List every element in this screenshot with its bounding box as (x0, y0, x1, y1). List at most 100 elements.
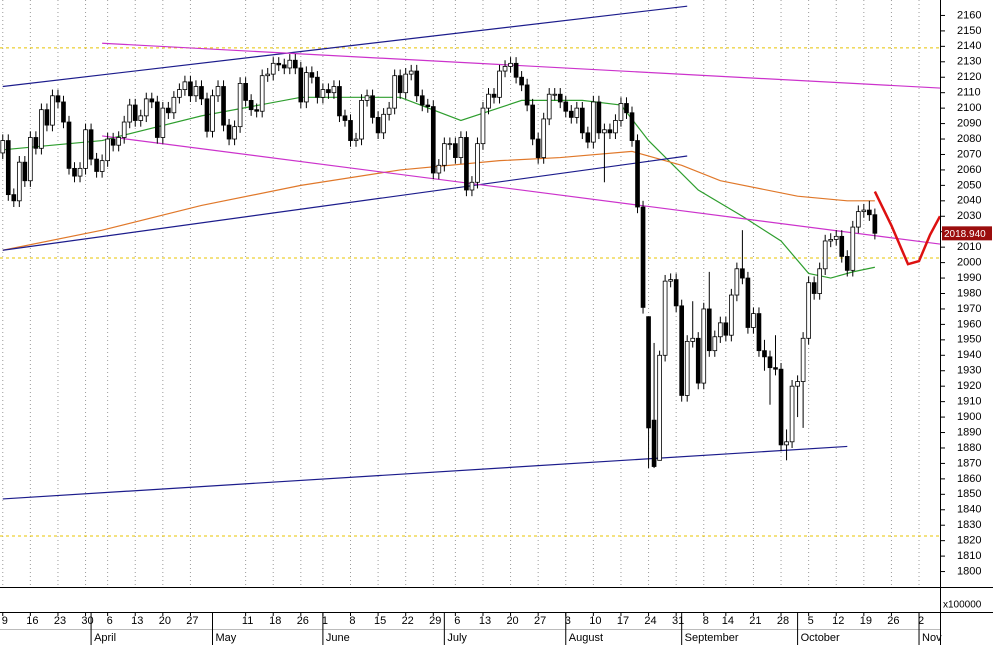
candle-body (39, 109, 44, 149)
candle-body (270, 62, 276, 75)
x-tick-label: 8 (349, 615, 355, 627)
candle-body (210, 95, 215, 132)
candle-body (392, 75, 397, 109)
candle-body (855, 211, 861, 228)
candle-body (618, 103, 624, 121)
y-tick-label: 2050 (957, 179, 981, 191)
x-tick-label: 18 (269, 615, 281, 627)
candle-body (127, 104, 133, 123)
month-label: June (326, 632, 350, 644)
candle-body (541, 118, 547, 158)
month-label: October (801, 632, 840, 644)
candle-body (55, 95, 61, 103)
candle-body (640, 206, 646, 308)
x-tick-label: 26 (887, 615, 899, 627)
candle-body (751, 313, 756, 328)
candle-body (513, 62, 519, 78)
x-tick-label: 28 (777, 615, 789, 627)
candle-body (712, 336, 718, 352)
candle-body (287, 59, 293, 69)
candle-body (861, 209, 867, 213)
x-tick-label: 27 (534, 615, 546, 627)
x-tick-label: 8 (703, 615, 709, 627)
candle-body (508, 62, 513, 67)
y-tick-label: 2010 (957, 241, 981, 253)
candle-body (480, 107, 486, 145)
candle-body (723, 322, 729, 336)
candle-body (563, 101, 569, 112)
candle-body (110, 138, 116, 146)
candle-body (778, 368, 784, 446)
candle-body (72, 167, 77, 177)
candle-body (0, 140, 6, 154)
y-tick-label: 2040 (957, 195, 981, 207)
candle-body (425, 104, 431, 107)
candle-body (585, 132, 591, 143)
last-price-label: 2018.940 (944, 229, 986, 240)
y-tick-label: 1950 (957, 334, 981, 346)
candle-body (121, 121, 127, 138)
month-label: May (216, 632, 237, 644)
candle-body (817, 268, 823, 294)
candle-body (430, 106, 436, 174)
candle-body (16, 161, 22, 202)
x-tick-label: 3 (565, 615, 571, 627)
candle-body (822, 240, 828, 270)
candle-body (442, 143, 447, 166)
x-tick-label: 13 (479, 615, 491, 627)
candle-body (226, 124, 232, 140)
candle-body (11, 194, 17, 202)
candle-body (789, 385, 795, 443)
candle-body (370, 95, 375, 118)
candle-body (657, 354, 662, 461)
x-tick-label: 21 (749, 615, 761, 627)
candle-body (745, 277, 751, 328)
y-tick-label: 2120 (957, 71, 981, 83)
candle-body (342, 115, 348, 121)
x-tick-label: 31 (672, 615, 684, 627)
candle-body (613, 120, 618, 134)
candle-body (50, 95, 55, 126)
x-tick-label: 29 (429, 615, 441, 627)
y-tick-label: 1820 (957, 535, 981, 547)
candle-body (414, 70, 420, 97)
candle-body (320, 89, 326, 98)
candle-body (519, 76, 524, 86)
candle-body (348, 120, 353, 141)
overlay-line (102, 135, 940, 245)
candle-body (811, 282, 817, 294)
candle-body (138, 115, 144, 121)
candle-body (844, 256, 850, 271)
candle-body (762, 350, 767, 358)
y-tick-label: 1960 (957, 318, 981, 330)
candle-body (867, 209, 872, 216)
candle-body (28, 137, 33, 182)
y-tick-label: 1880 (957, 442, 981, 454)
candle-body (740, 268, 745, 279)
candle-body (419, 95, 425, 106)
candle-body (182, 81, 188, 90)
x-tick-label: 20 (506, 615, 518, 627)
candle-body (292, 59, 298, 69)
y-tick-label: 1800 (957, 565, 981, 577)
candle-body (436, 164, 442, 174)
candle-body (337, 86, 342, 117)
y-tick-label: 2100 (957, 102, 981, 114)
candle-body (83, 129, 88, 169)
candle-body (315, 76, 320, 98)
candle-body (44, 109, 50, 126)
candle-body (232, 126, 237, 140)
y-tick-label: 1860 (957, 473, 981, 485)
candle-body (662, 280, 668, 356)
x-tick-label: 6 (107, 615, 113, 627)
x-tick-label: 9 (2, 615, 8, 627)
candle-body (33, 137, 39, 149)
y-tick-label: 1970 (957, 303, 981, 315)
candle-body (116, 137, 122, 146)
candle-body (557, 93, 563, 103)
candle-body (734, 268, 740, 296)
candle-body (596, 101, 602, 134)
candle-body (259, 75, 265, 112)
